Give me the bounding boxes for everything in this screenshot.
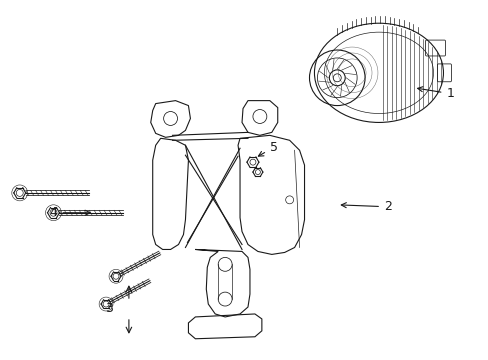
Text: 1: 1: [417, 87, 453, 100]
Text: 5: 5: [258, 141, 277, 156]
Text: 4: 4: [49, 206, 90, 219]
Text: 3: 3: [105, 302, 113, 315]
Text: 2: 2: [341, 200, 391, 213]
